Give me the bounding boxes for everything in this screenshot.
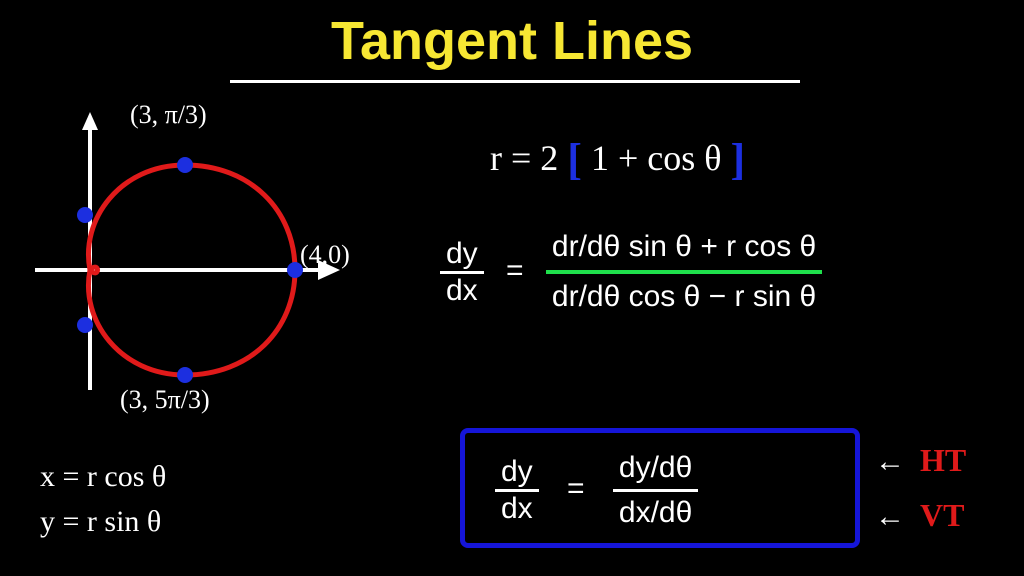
cardioid-cusp bbox=[90, 267, 98, 273]
derivative-formula: dy dx = dr/dθ sin θ + r cos θ dr/dθ cos … bbox=[440, 230, 822, 314]
polar-eq-inside: 1 + cos θ bbox=[591, 138, 722, 178]
label-point-right: (4,0) bbox=[300, 240, 350, 270]
right-bracket-icon: ] bbox=[731, 135, 746, 184]
equals-sign: = bbox=[506, 254, 524, 287]
boxed-equation: dy dx = dy/dθ dx/dθ bbox=[460, 428, 860, 548]
boxed-rhs-den: dx/dθ bbox=[613, 489, 698, 530]
title-text: Tangent Lines bbox=[331, 11, 693, 71]
label-point-top: (3, π/3) bbox=[130, 100, 207, 130]
label-point-bottom: (3, 5π/3) bbox=[120, 385, 210, 415]
boxed-content: dy dx = dy/dθ dx/dθ bbox=[495, 451, 698, 530]
boxed-rhs-num: dy/dθ bbox=[613, 451, 698, 489]
boxed-lhs: dy dx bbox=[495, 455, 539, 526]
point-left-upper bbox=[77, 207, 93, 223]
boxed-equals: = bbox=[567, 472, 585, 505]
arrow-vt-icon: ← bbox=[875, 500, 905, 534]
eq-x-parametric: x = r cos θ bbox=[40, 460, 166, 494]
title-underline bbox=[230, 80, 800, 83]
point-bottom bbox=[177, 367, 193, 383]
point-left-lower bbox=[77, 317, 93, 333]
arrow-ht-icon: ← bbox=[875, 445, 905, 479]
dydx-lhs-num: dy bbox=[440, 237, 484, 271]
dydx-rhs-num: dr/dθ sin θ + r cos θ bbox=[546, 230, 822, 270]
boxed-lhs-den: dx bbox=[495, 489, 539, 526]
polar-eq-prefix: r = 2 bbox=[490, 138, 567, 178]
dydx-lhs-den: dx bbox=[440, 271, 484, 308]
boxed-lhs-num: dy bbox=[495, 455, 539, 489]
dydx-lhs: dy dx bbox=[440, 237, 484, 308]
y-axis-arrow bbox=[82, 112, 98, 130]
page-title: Tangent Lines bbox=[331, 10, 693, 72]
dydx-rhs-den: dr/dθ cos θ − r sin θ bbox=[546, 270, 822, 314]
eq-y-parametric: y = r sin θ bbox=[40, 505, 161, 539]
polar-equation: r = 2 [ 1 + cos θ ] bbox=[490, 130, 745, 181]
dydx-rhs: dr/dθ sin θ + r cos θ dr/dθ cos θ − r si… bbox=[546, 230, 822, 314]
boxed-rhs: dy/dθ dx/dθ bbox=[613, 451, 698, 530]
label-ht: HT bbox=[920, 442, 966, 479]
left-bracket-icon: [ bbox=[567, 135, 582, 184]
point-top bbox=[177, 157, 193, 173]
label-vt: VT bbox=[920, 497, 964, 534]
